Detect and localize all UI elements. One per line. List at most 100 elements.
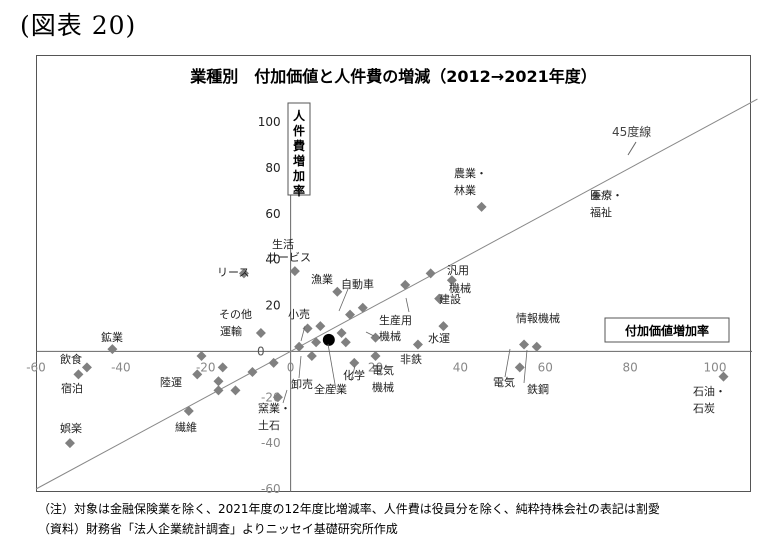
data-point [217,362,228,373]
point-label: 化学 [343,368,365,382]
line-45-degree [35,98,758,490]
point-label: その他運輸 [219,308,252,338]
point-label: 建設 [439,292,461,306]
point-label: 医療・福祉 [590,188,623,219]
point-label: 生産用機械 [379,313,412,343]
data-point [183,406,194,417]
data-point [345,309,356,320]
point-label: 娯楽 [60,421,82,435]
x-tick-label: 40 [453,360,468,374]
x-axis-title: 付加価値増加率 [625,323,709,338]
y-axis-title-box [287,102,311,196]
data-point [255,328,266,339]
label-leader [300,325,306,342]
point-label: 窯業・土石 [258,401,291,432]
point-label: 水運 [428,332,450,345]
point-label: 飲食 [60,352,82,366]
data-point [289,266,300,277]
data-point [238,268,249,279]
data-point [718,371,729,382]
label-leader [338,288,349,312]
data-point [302,323,313,334]
point-label: 自動車 [341,277,374,291]
tick-labels: -60 -40 -20 0 20 40 60 80 100 -60 -40 -20 0 20 40 60 80 1… [26,115,726,496]
y-tick-label: 40 [265,253,280,267]
data-point [370,350,381,361]
x-tick-label: 100 [704,360,727,374]
data-point [332,286,343,297]
point-label: 鉄鋼 [527,382,549,396]
data-point [107,344,118,355]
data-point [400,279,411,290]
chart-frame [36,55,751,492]
data-point [438,321,449,332]
point-label: 全産業 [314,382,347,396]
y-tick-label: 0 [257,344,265,358]
data-point [311,337,322,348]
point-all-industries [322,333,335,346]
label-leader [282,389,288,404]
data-point [213,385,224,396]
data-point [73,369,84,380]
data-point [434,293,445,304]
point-label: 汎用機械 [447,263,471,295]
point-label: 卸売 [291,377,313,391]
x-tick-label: -20 [196,360,216,374]
data-point [336,328,347,339]
x-tick-label: -40 [111,360,131,374]
source-note: （資料）財務省「法人企業統計調査」よりニッセイ基礎研究所作成 [38,522,398,536]
figure-label: (図表 20) [20,11,137,40]
data-point [412,339,423,350]
data-point [531,341,542,352]
y-tick-label: 100 [258,115,281,129]
data-point [519,339,530,350]
data-point [196,350,207,361]
point-label: 繊維 [175,421,197,434]
x-tick-label: 20 [368,360,383,374]
label-leader [504,348,511,378]
point-label: 情報機械 [516,311,560,325]
data-point [446,275,457,286]
point-label: 非鉄 [400,352,422,366]
x-tick-label: 0 [287,360,295,374]
x-tick-label: 80 [622,360,637,374]
data-point [306,350,317,361]
data-point [294,341,305,352]
data-point [315,321,326,332]
y-tick-label: 20 [265,299,280,313]
data-point [81,362,92,373]
y-axis-title: 人件費増加率 [292,108,306,198]
footnote: （注）対象は金融保険業を除く、2021年度の12年度比増減率、人件費は役員分を除… [38,502,660,516]
data-point [340,337,351,348]
x-axis-title-box [604,317,730,343]
data-point [247,367,258,378]
point-label: 電気 [493,375,515,389]
data-point [268,357,279,368]
x-tick-label: 60 [538,360,553,374]
y-tick-label: -20 [261,390,281,404]
y-tick-label: 80 [265,161,280,175]
data-point [213,376,224,387]
label-leader [327,343,337,391]
data-point [64,438,75,449]
point-label: リース [217,266,249,279]
label-leader [365,331,375,337]
x-tick-label: -60 [26,360,46,374]
chart-title: 業種別 付加価値と人件費の増減（2012→2021年度） [190,67,597,86]
line-45-degree-leader [627,141,637,156]
y-tick-label: -60 [261,482,281,496]
data-point [349,357,360,368]
point-label: 電気機械 [372,363,394,394]
reference-line: 45度線 [35,98,758,490]
point-label: 鉱業 [101,330,123,344]
data-point [357,302,368,313]
data-points [64,190,729,449]
axes [36,105,752,492]
data-point [192,369,203,380]
point-label: 農業・林業 [454,166,487,197]
point-label: 漁業 [311,272,333,286]
label-leader [523,349,528,384]
y-tick-label: -40 [261,436,281,450]
